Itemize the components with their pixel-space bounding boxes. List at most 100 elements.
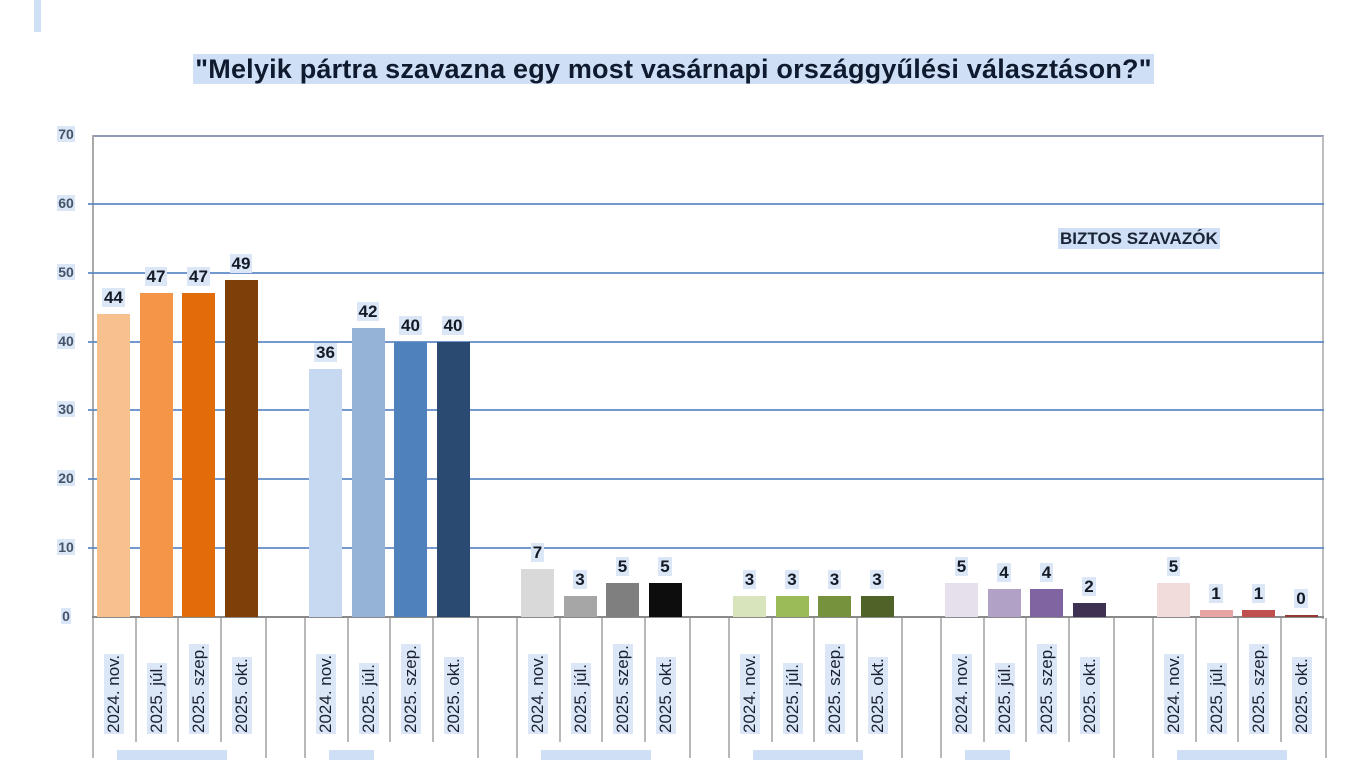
bar (606, 582, 639, 617)
bar-value-text: 7 (530, 542, 545, 562)
x-category-label: 2025. júl. (567, 624, 593, 744)
group-separator (516, 618, 518, 758)
x-category-text: 2025. okt. (1291, 657, 1312, 734)
bar-value-text: 1 (1251, 584, 1266, 604)
bar (1072, 603, 1106, 617)
group-separator (689, 618, 691, 758)
x-category-text: 2025. szep. (1037, 644, 1057, 734)
bar-value-text: 3 (573, 570, 587, 590)
bar (139, 293, 173, 617)
bar-value-label: 3 (813, 570, 857, 590)
x-category-text: 2025. júl. (146, 663, 167, 734)
y-tick-text: 70 (57, 126, 75, 142)
bar (97, 314, 130, 617)
x-category-label: 2025. júl. (779, 624, 805, 744)
bar (733, 596, 766, 617)
x-category-text: 2025. okt. (231, 657, 252, 734)
annotation-text: BIZTOS SZAVAZÓK (1058, 228, 1220, 249)
bar (1157, 582, 1190, 617)
bar-value-label: 3 (770, 570, 814, 590)
bar-value-text: 3 (827, 570, 842, 590)
x-category-label: 2025. júl. (991, 624, 1017, 744)
x-category-text: 2025. júl. (358, 663, 379, 734)
y-tick-text: 50 (57, 263, 75, 280)
category-separator (219, 618, 222, 742)
bar-value-label: 4 (982, 563, 1026, 583)
gridline (88, 478, 1324, 481)
bar-value-text: 3 (870, 570, 884, 590)
bar-value-text: 40 (441, 315, 465, 335)
bar (1242, 610, 1275, 617)
y-tick-label: 20 (54, 470, 78, 487)
category-separator (1067, 618, 1070, 742)
y-tick-text: 0 (61, 608, 71, 624)
category-separator (1279, 618, 1282, 742)
x-category-label: 2025. szep. (1245, 624, 1271, 744)
bar-value-label: 5 (940, 556, 984, 577)
bar-value-label: 40 (431, 315, 475, 336)
bar-value-label: 44 (92, 288, 136, 308)
category-separator (982, 618, 985, 742)
bar-value-text: 1 (1209, 584, 1223, 604)
x-category-text: 2025. szep. (189, 644, 209, 734)
bar-value-text: 0 (1294, 589, 1308, 608)
left-accent-bar (34, 0, 41, 32)
bar (521, 568, 554, 617)
category-separator (431, 618, 434, 742)
x-axis-baseline (92, 616, 1324, 618)
bar-value-label: 47 (177, 267, 221, 287)
x-category-text: 2025. júl. (1206, 663, 1227, 734)
bar-value-text: 49 (229, 253, 253, 273)
group-separator (940, 618, 942, 758)
y-tick-label: 50 (54, 263, 78, 280)
chart-title: "Melyik pártra szavazna egy most vasárna… (0, 54, 1347, 85)
x-category-text: 2025. szep. (1249, 644, 1269, 734)
x-category-text: 2024. nov. (104, 653, 124, 734)
bar (775, 596, 809, 617)
bar (563, 596, 597, 617)
bar-value-text: 5 (658, 556, 672, 576)
x-category-label: 2025. júl. (1203, 624, 1229, 744)
x-category-label: 2025. szep. (821, 624, 847, 744)
bar (1030, 589, 1063, 617)
bar-value-text: 42 (356, 301, 380, 321)
x-category-text: 2025. okt. (443, 657, 464, 734)
x-category-label: 2024. nov. (736, 624, 762, 744)
x-category-label: 2025. szep. (609, 624, 635, 744)
bar-value-label: 40 (389, 315, 433, 336)
bar (309, 369, 342, 617)
gridline (88, 409, 1324, 412)
x-category-label: 2025. júl. (355, 624, 381, 744)
bar-value-label: 1 (1194, 584, 1238, 604)
x-category-label: 2025. okt. (652, 624, 678, 744)
y-tick-text: 60 (57, 194, 75, 211)
x-category-label: 2024. nov. (312, 624, 338, 744)
bar (648, 582, 682, 617)
x-category-text: 2025. júl. (570, 663, 591, 734)
x-category-text: 2024. nov. (1164, 653, 1184, 734)
bar-value-text: 3 (785, 570, 799, 590)
y-tick-text: 10 (57, 539, 75, 556)
bar (818, 596, 851, 617)
category-separator (558, 618, 561, 742)
category-separator (389, 618, 391, 742)
x-category-text: 2024. nov. (528, 653, 548, 734)
bar (182, 293, 215, 617)
category-separator (134, 618, 137, 742)
chart-title-text: "Melyik pártra szavazna egy most vasárna… (193, 54, 1154, 84)
bar-value-text: 5 (615, 556, 630, 576)
x-category-text: 2025. okt. (867, 657, 888, 734)
bar (224, 279, 258, 617)
x-category-text: 2025. júl. (994, 663, 1015, 734)
bar-value-label: 7 (516, 542, 560, 563)
bar-value-label: 3 (558, 570, 602, 590)
gridline (88, 340, 1324, 343)
x-category-label: 2025. szep. (397, 624, 423, 744)
category-separator (601, 618, 603, 742)
y-tick-text: 20 (57, 470, 75, 487)
group-label-cutoff (117, 750, 227, 760)
bar-value-label: 0 (1279, 589, 1323, 609)
bar-value-text: 44 (102, 288, 125, 308)
bar-value-label: 1 (1237, 584, 1281, 604)
y-tick-text: 30 (57, 401, 75, 418)
